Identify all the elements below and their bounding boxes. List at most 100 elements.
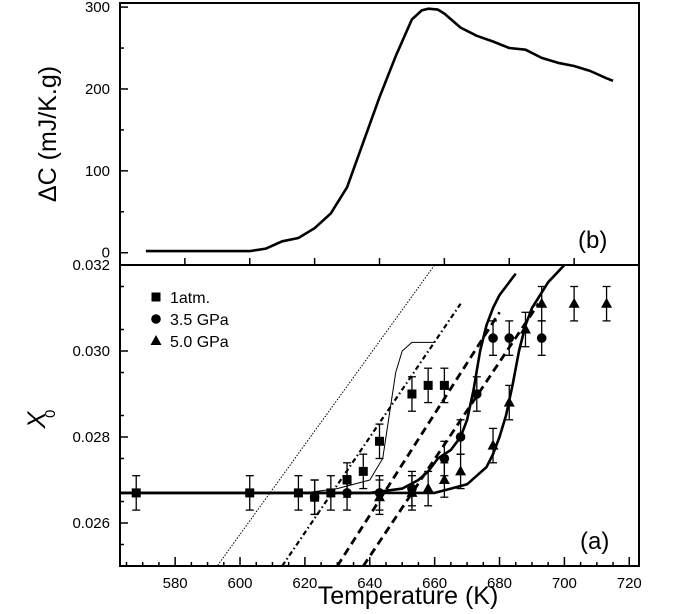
data-point-circle (342, 475, 352, 511)
data-point-square (358, 453, 368, 490)
square-marker (293, 488, 303, 498)
triangle-marker (455, 465, 467, 476)
legend-label: 1atm. (170, 290, 210, 307)
data-point-triangle (455, 453, 467, 490)
square-marker (407, 389, 417, 399)
legend-circle-marker (151, 314, 161, 324)
square-marker (423, 380, 433, 390)
heat-capacity-curve (145, 7, 614, 253)
square-marker (358, 466, 368, 476)
data-point-triangle (601, 285, 613, 322)
data-point-circle (472, 376, 482, 412)
data-point-circle (536, 320, 547, 356)
data-point-triangle (438, 462, 450, 498)
panel-a-frame (119, 264, 640, 567)
data-point-triangle (568, 285, 580, 322)
square-marker (375, 436, 384, 446)
circle-marker (342, 488, 352, 498)
triangle-marker (536, 297, 548, 308)
panel-a-ylabel-sub: 0 (42, 410, 59, 418)
panel-a-label: (a) (580, 528, 609, 555)
triangle-marker (601, 297, 613, 308)
triangle-marker (374, 491, 385, 502)
panel-a-ytick-label: 0.032 (72, 257, 110, 274)
legend: 1atm. 3.5 GPa 5.0 GPa (150, 290, 229, 351)
circle-marker (439, 453, 450, 464)
data-point-square (423, 367, 433, 404)
legend-entry: 1atm. (151, 290, 210, 307)
data-point-triangle (422, 470, 434, 507)
data-point-triangle (487, 427, 499, 464)
panel-a-xtick-label: 680 (487, 575, 512, 592)
triangle-marker (487, 439, 499, 450)
panel-a-ytick-label: 0.026 (72, 515, 110, 532)
panel-b: 0 100 200 300 (b) ΔC (mJ/K.g) (34, 0, 640, 266)
panel-a: 580 600 620 640 660 680 700 720 0.026 0.028 0.030 0… (23, 257, 642, 610)
data-point-triangle (536, 285, 548, 322)
panel-b-label: (b) (578, 227, 607, 254)
data-point-square (293, 475, 303, 511)
triangle-marker (438, 474, 450, 484)
panel-a-ylabel-main: X (23, 410, 51, 429)
panel-b-ytick-label: 0 (102, 245, 110, 262)
panel-a-xtick-label: 660 (422, 575, 447, 592)
legend-entry: 5.0 GPa (150, 334, 229, 351)
panel-a-xtick-label: 620 (292, 575, 317, 592)
legend-triangle-marker (150, 335, 162, 345)
triangle-marker (568, 297, 580, 308)
panel-a-xtick-label: 700 (552, 575, 577, 592)
tangent-line (216, 265, 436, 566)
data-point-circle (488, 320, 498, 356)
panel-a-xtick-label: 600 (228, 575, 253, 592)
panel-a-lines (120, 265, 566, 566)
circle-marker (504, 333, 515, 343)
square-marker (131, 488, 141, 498)
data-point-circle (455, 419, 466, 455)
legend-label: 3.5 GPa (170, 312, 229, 329)
data-point-square (326, 475, 336, 511)
panel-b-frame (119, 2, 640, 266)
data-point-circle (309, 479, 320, 516)
legend-square-marker (151, 292, 161, 302)
square-marker (326, 488, 336, 498)
panel-b-curve (145, 7, 614, 253)
circle-marker (455, 432, 466, 442)
tangent-line (336, 311, 501, 566)
panel-a-ticks: 580 600 620 640 660 680 700 720 0.026 0.028 0.030 0… (72, 257, 641, 592)
triangle-marker (422, 482, 434, 493)
triangle-marker (503, 396, 515, 407)
circle-marker (536, 333, 547, 343)
panel-a-xtick-label: 720 (617, 575, 642, 592)
panel-b-ticks: 0 100 200 300 (85, 0, 640, 265)
square-marker (439, 380, 449, 390)
panel-a-xtick-label: 580 (163, 575, 188, 592)
panel-a-ylabel: X 0 (23, 410, 59, 430)
data-point-square (245, 475, 255, 511)
fit-curve (120, 341, 435, 494)
data-point-triangle (406, 475, 418, 511)
data-point-triangle (519, 311, 531, 348)
data-point-square (439, 367, 449, 404)
panel-a-points (131, 285, 613, 516)
data-point-circle (504, 320, 515, 356)
tangent-line (362, 302, 540, 566)
circle-marker (472, 389, 482, 399)
panel-b-ytick-label: 200 (85, 81, 110, 98)
legend-label: 5.0 GPa (170, 334, 229, 351)
panel-b-ylabel: ΔC (mJ/K.g) (34, 66, 62, 202)
triangle-marker (519, 323, 531, 334)
tangent-line (281, 303, 462, 566)
panel-a-ytick-label: 0.028 (72, 429, 110, 446)
panel-b-ytick-label: 300 (85, 0, 110, 16)
panel-a-xtick-label: 640 (357, 575, 382, 592)
data-point-square (375, 423, 384, 460)
triangle-marker (406, 486, 418, 497)
panel-b-ytick-label: 100 (85, 163, 110, 180)
data-point-triangle (503, 384, 515, 421)
data-point-square (131, 475, 141, 511)
circle-marker (309, 492, 320, 503)
square-marker (245, 488, 255, 498)
data-point-square (407, 376, 417, 412)
panel-a-xlabel: Temperature (K) (318, 582, 499, 610)
